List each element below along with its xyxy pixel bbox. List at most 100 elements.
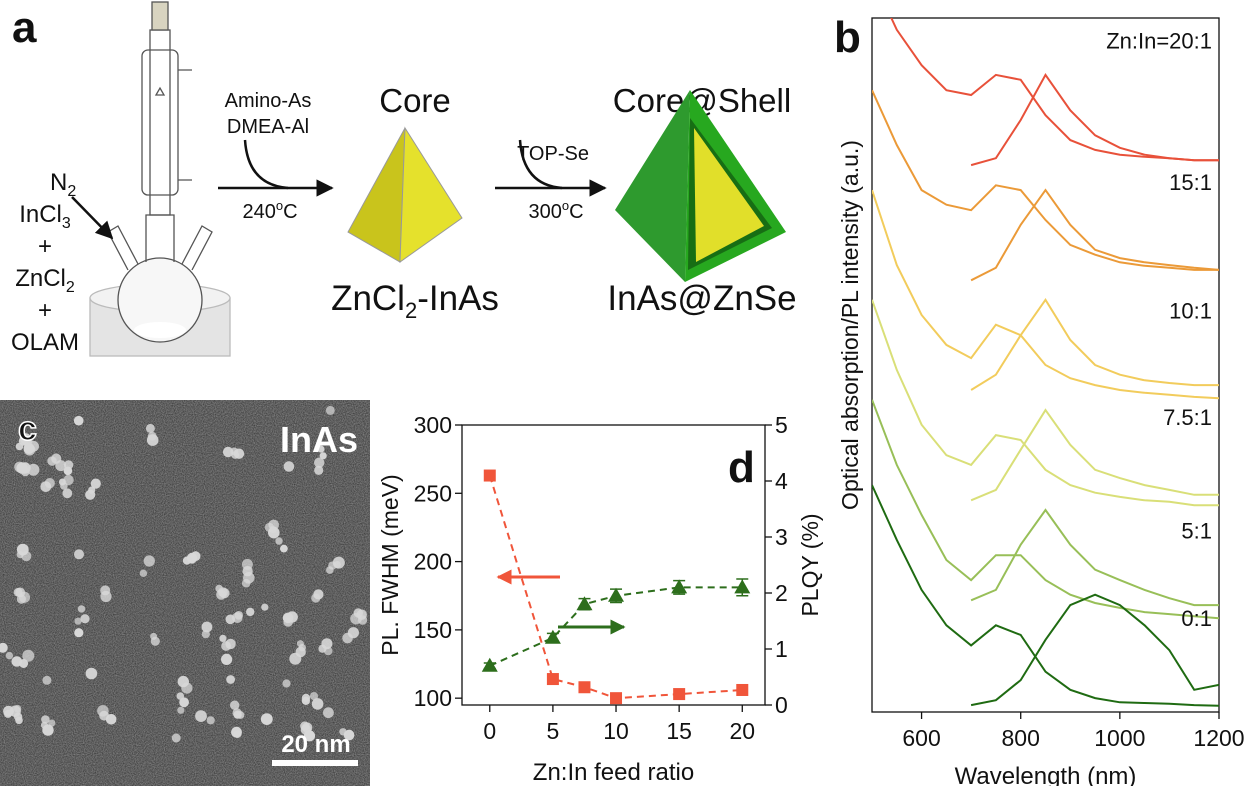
particle <box>268 527 280 539</box>
particle <box>230 701 239 710</box>
particle <box>172 734 181 743</box>
particle <box>314 466 323 475</box>
reagent: DMEA-Al <box>227 116 309 138</box>
particle <box>207 716 215 724</box>
scale-bar <box>272 760 358 766</box>
particle <box>179 697 189 707</box>
formula: InCl <box>19 201 62 228</box>
x-tick-label: 15 <box>666 718 692 744</box>
marker <box>578 681 590 693</box>
y2-tick-label: 5 <box>775 412 788 438</box>
gas-formula: N <box>50 169 67 196</box>
y2-tick-label: 3 <box>775 524 788 550</box>
particle <box>234 611 243 620</box>
particle <box>41 715 50 724</box>
formula: OLAM <box>11 329 79 356</box>
x-tick-label: 600 <box>902 725 940 751</box>
particle <box>140 570 147 577</box>
stopper <box>152 2 168 30</box>
y-tick-label: 150 <box>414 617 452 643</box>
particle <box>261 604 268 611</box>
y-tick-label: 250 <box>414 480 452 506</box>
series-label: 15:1 <box>1169 170 1212 195</box>
gas-arrow <box>72 197 112 238</box>
temp-value: 240 <box>242 201 275 223</box>
particle <box>311 593 320 602</box>
core-name: ZnCl2-InAs <box>331 279 499 323</box>
panel-letter: b <box>834 13 861 62</box>
formula-rest: -InAs <box>417 279 499 318</box>
particle <box>15 588 25 598</box>
particle <box>246 608 254 616</box>
particle <box>74 628 83 637</box>
particle <box>282 679 290 687</box>
reagent: ZnCl2 <box>15 265 75 296</box>
x-axis-title: Zn:In feed ratio <box>533 759 694 786</box>
particle <box>40 481 51 492</box>
reagent: TOP-Se <box>517 143 589 165</box>
page: {"panel_a": {"letter": "a", "gas": {"tex… <box>0 0 1252 786</box>
x-axis-title: Wavelength (nm) <box>955 763 1137 786</box>
absorption-line <box>872 0 1219 160</box>
particle <box>283 613 294 624</box>
series-label: 10:1 <box>1169 298 1212 323</box>
particle <box>62 488 72 498</box>
core-title: Core <box>379 82 451 119</box>
pl-line <box>971 75 1219 165</box>
particle <box>15 717 23 725</box>
formula: + <box>38 297 52 324</box>
reagent: OLAM <box>11 329 79 356</box>
panel-a: a N2 InCl3+ZnCl2+OLAM Amino-As DMEA-Al 2… <box>11 2 797 356</box>
x-tick-label: 10 <box>603 718 629 744</box>
particle <box>323 707 334 718</box>
particle <box>195 710 207 722</box>
temp-unit: C <box>283 201 297 223</box>
plot-frame <box>462 425 765 705</box>
particle <box>150 633 157 640</box>
x-tick-label: 1000 <box>1094 725 1145 751</box>
spectra <box>872 0 1219 706</box>
y2-tick-label: 1 <box>775 636 788 662</box>
particle <box>17 544 29 556</box>
marker <box>482 658 498 672</box>
side-neck <box>182 226 212 270</box>
y-axis-title: Optical absorption/PL intensity (a.u.) <box>837 140 863 510</box>
particle <box>146 424 155 433</box>
particle <box>216 590 226 600</box>
particle <box>74 416 84 426</box>
reagent: + <box>38 233 52 260</box>
x-tick-label: 1200 <box>1193 725 1244 751</box>
particle <box>221 654 232 665</box>
particle <box>97 705 109 717</box>
figure: a N2 InCl3+ZnCl2+OLAM Amino-As DMEA-Al 2… <box>0 0 1252 786</box>
y-tick-label: 200 <box>414 549 452 575</box>
formula: ZnCl <box>15 265 66 292</box>
subscript: 2 <box>67 183 76 200</box>
particle <box>42 676 51 685</box>
series-label: 0:1 <box>1181 606 1212 631</box>
particle <box>86 668 98 680</box>
y2-tick-label: 2 <box>775 580 788 606</box>
particle <box>74 618 81 625</box>
trend-line <box>490 476 743 699</box>
reagent-list: InCl3+ZnCl2+OLAM <box>11 201 79 356</box>
particle <box>326 406 335 415</box>
tetrahedron-face <box>400 128 462 262</box>
pl-line <box>971 190 1219 280</box>
y2-tick-label: 0 <box>775 692 788 718</box>
particle <box>177 707 184 714</box>
panel-letter: d <box>728 443 755 492</box>
particle <box>202 622 213 633</box>
temperature: 300oC <box>528 198 583 223</box>
particle <box>302 697 310 705</box>
reagent: + <box>38 297 52 324</box>
temp-value: 300 <box>528 201 561 223</box>
reagent: InCl3 <box>19 201 71 232</box>
particle <box>181 683 192 694</box>
marker <box>736 684 748 696</box>
series-label: Zn:In=20:1 <box>1106 28 1212 53</box>
liquid <box>134 322 186 338</box>
superscript: o <box>276 198 283 213</box>
x-tick-label: 20 <box>729 718 755 744</box>
particle <box>310 692 318 700</box>
